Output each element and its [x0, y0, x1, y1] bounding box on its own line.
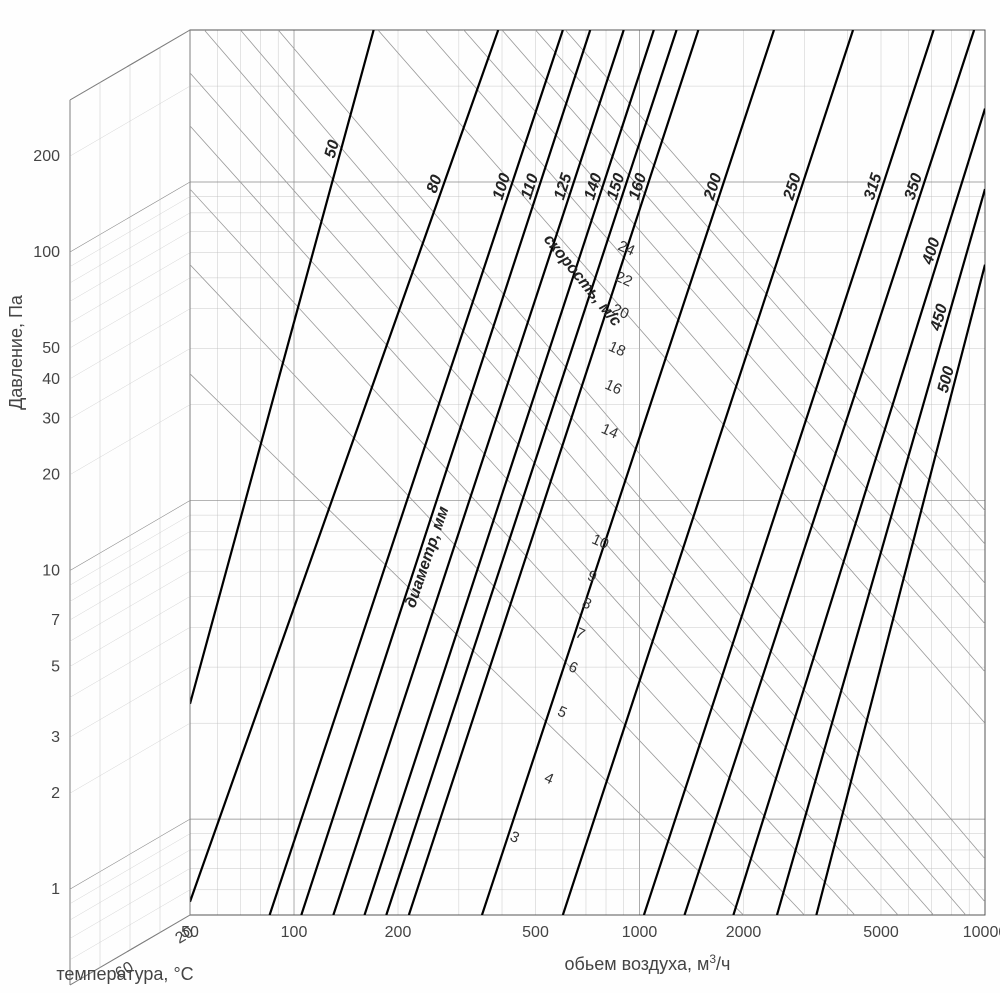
y-axis-label: Давление, Па [6, 294, 26, 410]
velocity-line-label: 22 [613, 268, 635, 290]
velocity-line-label: 18 [606, 338, 628, 360]
diameter-line-label: 80 [424, 173, 446, 196]
x-tick-label: 500 [522, 924, 549, 941]
diameter-line-label: 125 [551, 170, 576, 202]
diameter-axis-label: диаметр, мм [402, 504, 452, 610]
y-tick-label: 30 [42, 411, 60, 428]
y-tick-label: 3 [51, 729, 60, 746]
y-tick-label: 5 [51, 658, 60, 675]
nomograph-chart: 5080100110125140150160200250315350400450… [0, 0, 1000, 993]
diameter-line-label: 140 [581, 171, 605, 202]
y-tick-label: 200 [33, 148, 60, 165]
velocity-line-label: 24 [615, 237, 637, 259]
x-tick-label: 1000 [622, 924, 658, 941]
y-tick-label: 1 [51, 881, 60, 898]
diameter-line-label: 450 [927, 302, 951, 333]
diameter-line-label: 250 [780, 171, 805, 203]
y-tick-label: 20 [42, 467, 60, 484]
diameter-line-label: 200 [701, 171, 726, 203]
velocity-line-label: 9 [585, 567, 600, 586]
y-tick-label: 10 [42, 563, 60, 580]
x-tick-label: 100 [281, 924, 308, 941]
x-axis-label: обьем воздуха, м3/ч [565, 952, 731, 974]
y-tick-label: 40 [42, 371, 60, 388]
x-tick-label: 5000 [863, 924, 899, 941]
velocity-line-label: 5 [555, 703, 570, 722]
diameter-line-label: 315 [861, 170, 886, 202]
diameter-line-label: 500 [935, 364, 958, 394]
velocity-line-label: 14 [599, 420, 621, 442]
x-tick-label: 10000 [963, 924, 1000, 941]
y-tick-label: 100 [33, 244, 60, 261]
x-tick-label: 200 [385, 924, 412, 941]
velocity-line-label: 16 [602, 376, 624, 398]
diameter-line-label: 100 [490, 171, 515, 202]
y-tick-label: 2 [51, 785, 60, 802]
y-tick-label: 7 [51, 612, 60, 629]
diameter-line-label: 350 [902, 171, 926, 202]
chart-svg: 5080100110125140150160200250315350400450… [0, 0, 1000, 993]
temp-axis-label: температура, °C [56, 964, 193, 984]
diameter-line-label: 110 [518, 172, 542, 202]
x-tick-label: 2000 [726, 924, 762, 941]
velocity-line-label: 4 [542, 769, 557, 788]
velocity-line-label: 8 [579, 594, 594, 613]
velocity-line-label: 6 [566, 658, 581, 677]
y-tick-label: 50 [42, 340, 60, 357]
diameter-line-label: 400 [919, 236, 944, 268]
